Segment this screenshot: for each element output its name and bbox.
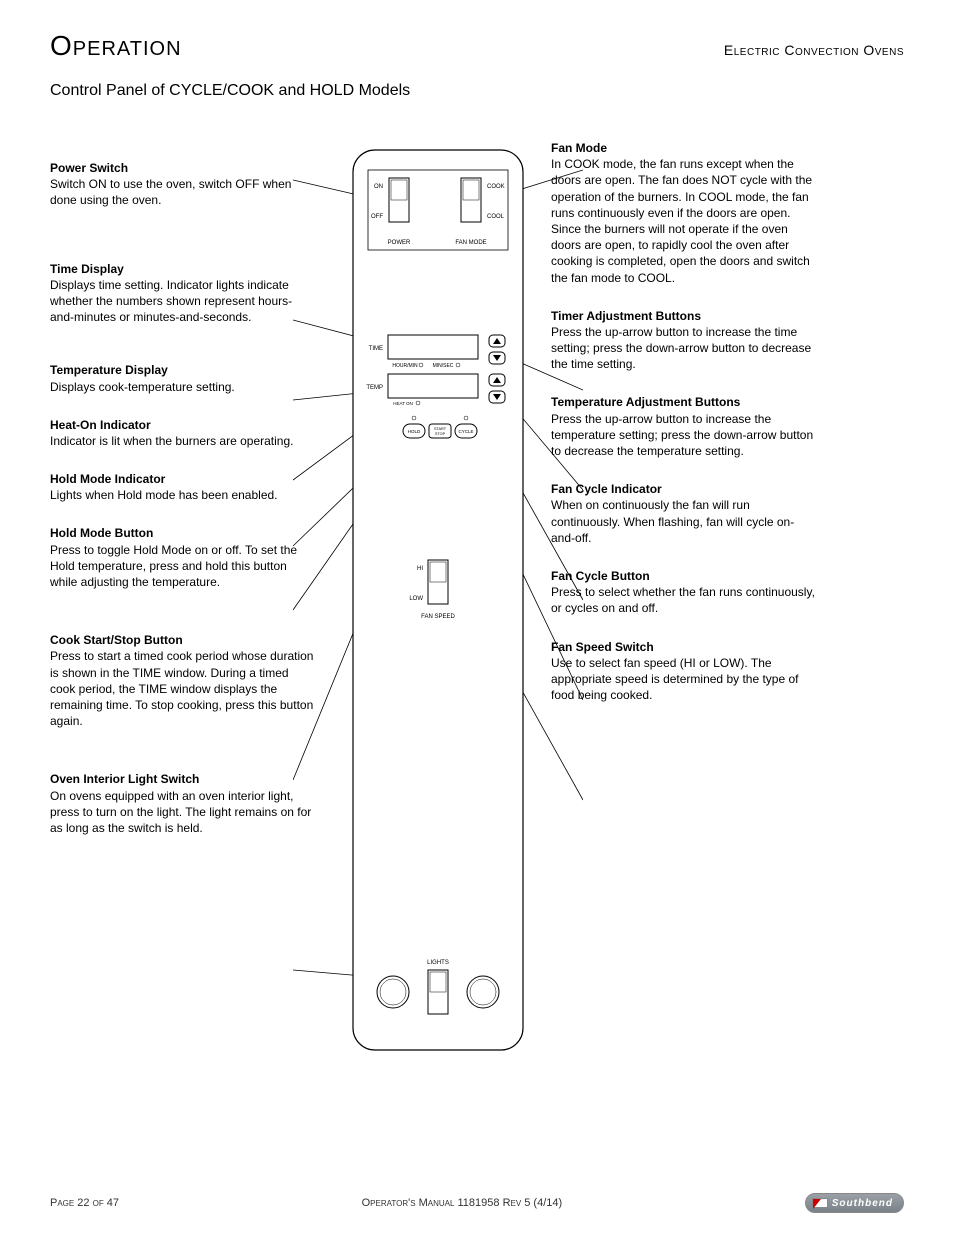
label: Oven Interior Light Switch <box>50 771 315 787</box>
svg-text:TIME: TIME <box>369 346 383 352</box>
footer-manual: Operator's Manual 1181958 Rev 5 (4/14) <box>362 1197 563 1209</box>
content-columns: Power Switch Switch ON to use the oven, … <box>50 140 904 858</box>
body: Lights when Hold mode has been enabled. <box>50 488 278 502</box>
page-title: Operation <box>50 30 182 62</box>
label: Fan Cycle Button <box>551 568 816 584</box>
brand-text: Southbend <box>832 1198 893 1209</box>
svg-text:FAN MODE: FAN MODE <box>455 240 486 246</box>
svg-text:START: START <box>434 427 447 431</box>
label: Temperature Adjustment Buttons <box>551 394 816 410</box>
svg-text:FAN SPEED: FAN SPEED <box>421 614 455 620</box>
brand-badge: Southbend <box>805 1193 904 1213</box>
svg-text:OFF: OFF <box>371 214 383 220</box>
body: Switch ON to use the oven, switch OFF wh… <box>50 177 291 207</box>
svg-text:POWER: POWER <box>388 240 411 246</box>
label: Fan Speed Switch <box>551 639 816 655</box>
svg-text:MIN/SEC: MIN/SEC <box>433 363 454 369</box>
control-panel-diagram: ON OFF COOK COOL POWER FAN MODE TIME HOU… <box>293 140 583 1060</box>
label: Cook Start/Stop Button <box>50 632 315 648</box>
desc-fan-cycle-button: Fan Cycle Button Press to select whether… <box>551 568 816 617</box>
body: Press to select whether the fan runs con… <box>551 585 815 615</box>
svg-text:HEAT ON: HEAT ON <box>393 401 413 406</box>
desc-light-switch: Oven Interior Light Switch On ovens equi… <box>50 771 315 836</box>
desc-fan-speed: Fan Speed Switch Use to select fan speed… <box>551 639 816 704</box>
page-header: Operation Electric Convection Ovens <box>50 30 904 62</box>
label: Timer Adjustment Buttons <box>551 308 816 324</box>
svg-text:CYCLE: CYCLE <box>458 429 473 434</box>
left-column: Power Switch Switch ON to use the oven, … <box>50 140 315 858</box>
desc-timer-buttons: Timer Adjustment Buttons Press the up-ar… <box>551 308 816 373</box>
label: Fan Mode <box>551 140 816 156</box>
brand-flag-icon <box>812 1198 828 1208</box>
body: Press to start a timed cook period whose… <box>50 649 313 728</box>
footer-page: Page 22 of 47 <box>50 1197 119 1209</box>
desc-temp-display: Temperature Display Displays cook-temper… <box>50 362 315 394</box>
desc-cook-startstop: Cook Start/Stop Button Press to start a … <box>50 632 315 729</box>
svg-text:HI: HI <box>417 566 423 572</box>
label: Heat-On Indicator <box>50 417 315 433</box>
svg-text:HOLD: HOLD <box>408 429 421 434</box>
desc-hold-indicator: Hold Mode Indicator Lights when Hold mod… <box>50 471 315 503</box>
desc-temp-buttons: Temperature Adjustment Buttons Press the… <box>551 394 816 459</box>
body: On ovens equipped with an oven interior … <box>50 789 311 835</box>
label: Fan Cycle Indicator <box>551 481 816 497</box>
label: Temperature Display <box>50 362 315 378</box>
svg-text:LOW: LOW <box>409 596 423 602</box>
body: In COOK mode, the fan runs except when t… <box>551 157 812 284</box>
desc-hold-button: Hold Mode Button Press to toggle Hold Mo… <box>50 525 315 590</box>
body: Press the up-arrow button to increase th… <box>551 325 811 371</box>
panel-column: ON OFF COOK COOL POWER FAN MODE TIME HOU… <box>333 140 533 858</box>
desc-fan-mode: Fan Mode In COOK mode, the fan runs exce… <box>551 140 816 286</box>
label: Time Display <box>50 261 315 277</box>
svg-text:ON: ON <box>374 184 383 190</box>
svg-text:COOK: COOK <box>487 184 505 190</box>
svg-text:TEMP: TEMP <box>366 385 383 391</box>
header-right: Electric Convection Ovens <box>724 42 904 58</box>
page-footer: Page 22 of 47 Operator's Manual 1181958 … <box>50 1193 904 1213</box>
svg-text:HOUR/MIN: HOUR/MIN <box>392 363 418 369</box>
body: When on continuously the fan will run co… <box>551 498 794 544</box>
desc-heat-on: Heat-On Indicator Indicator is lit when … <box>50 417 315 449</box>
body: Indicator is lit when the burners are op… <box>50 434 293 448</box>
desc-power-switch: Power Switch Switch ON to use the oven, … <box>50 160 315 209</box>
desc-fan-cycle-indicator: Fan Cycle Indicator When on continuously… <box>551 481 816 546</box>
svg-text:STOP: STOP <box>435 432 446 436</box>
body: Use to select fan speed (HI or LOW). The… <box>551 656 799 702</box>
svg-text:LIGHTS: LIGHTS <box>427 960 449 966</box>
desc-time-display: Time Display Displays time setting. Indi… <box>50 261 315 326</box>
svg-text:COOL: COOL <box>487 214 505 220</box>
right-column: Fan Mode In COOK mode, the fan runs exce… <box>551 140 816 858</box>
section-title: Control Panel of CYCLE/COOK and HOLD Mod… <box>50 82 904 100</box>
body: Displays time setting. Indicator lights … <box>50 278 292 324</box>
label: Power Switch <box>50 160 315 176</box>
body: Press the up-arrow button to increase th… <box>551 412 813 458</box>
body: Press to toggle Hold Mode on or off. To … <box>50 543 297 589</box>
label: Hold Mode Button <box>50 525 315 541</box>
label: Hold Mode Indicator <box>50 471 315 487</box>
body: Displays cook-temperature setting. <box>50 380 235 394</box>
